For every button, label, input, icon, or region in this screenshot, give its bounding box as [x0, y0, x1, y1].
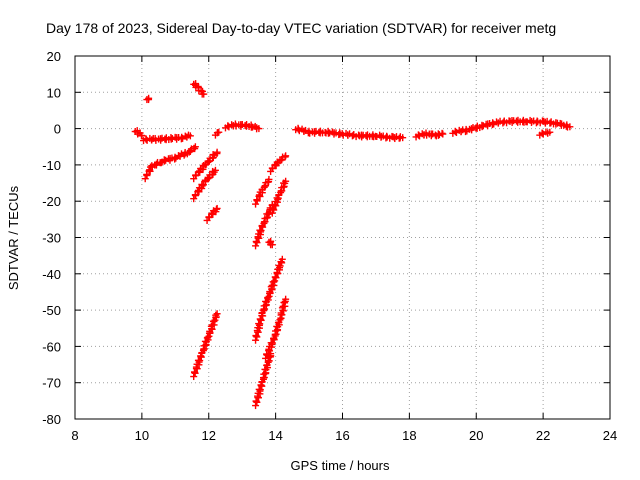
data-point [204, 175, 212, 183]
data-point [209, 317, 217, 325]
data-series-segment [412, 129, 447, 141]
data-point [196, 357, 204, 365]
data-series-segment [131, 127, 146, 140]
data-point [200, 90, 208, 98]
data-series-segment [268, 177, 290, 217]
x-tick-label: 20 [469, 428, 483, 443]
chart-title: Day 178 of 2023, Sidereal Day-to-day VTE… [46, 20, 556, 36]
data-point [264, 210, 272, 218]
data-point [252, 200, 260, 208]
x-tick-label: 24 [603, 428, 617, 443]
data-point [241, 122, 249, 130]
data-series-segment [449, 116, 574, 137]
data-series-segment [203, 204, 221, 224]
y-tick-label: -10 [42, 158, 61, 173]
data-point [257, 226, 265, 234]
x-axis-label: GPS time / hours [291, 458, 390, 473]
y-tick-label: -60 [42, 339, 61, 354]
data-points [131, 80, 574, 410]
data-point [434, 131, 442, 139]
y-tick-label: 10 [47, 85, 61, 100]
x-tick-label: 18 [402, 428, 416, 443]
data-series-segment [221, 120, 263, 133]
data-point [268, 241, 276, 249]
data-point [478, 123, 486, 131]
data-point [204, 158, 212, 166]
data-point [399, 134, 407, 142]
x-tick-label: 22 [536, 428, 550, 443]
y-tick-label: -70 [42, 376, 61, 391]
data-point [280, 298, 288, 306]
data-point [261, 182, 269, 190]
data-point [213, 204, 221, 212]
y-axis-label: SDTVAR / TECUs [6, 185, 21, 290]
data-series-segment [211, 128, 223, 139]
y-tick-label: 20 [47, 49, 61, 64]
y-tick-label: -20 [42, 194, 61, 209]
data-point [566, 123, 574, 131]
data-point [160, 157, 168, 165]
x-tick-label: 16 [335, 428, 349, 443]
data-series-segment [252, 255, 286, 344]
data-point [439, 130, 447, 138]
data-point [211, 166, 219, 174]
x-tick-label: 10 [135, 428, 149, 443]
data-point [190, 373, 198, 381]
axis-ticks: 8 10 12 14 16 18 20 22 24 20 10 0 -10 -20 -30 -40 -50 -60… [42, 49, 617, 443]
data-point [171, 153, 179, 161]
y-tick-label: 0 [54, 122, 61, 137]
x-tick-label: 8 [71, 428, 78, 443]
data-series-segment [190, 148, 221, 183]
data-point [263, 361, 271, 369]
data-point [282, 152, 290, 160]
data-point [282, 177, 290, 185]
y-tick-label: -50 [42, 303, 61, 318]
data-point [186, 132, 194, 140]
data-point [212, 311, 220, 319]
data-series-segment [267, 152, 290, 175]
data-point [546, 128, 554, 136]
data-point [252, 242, 260, 250]
data-point [138, 132, 146, 140]
data-series-segment [252, 350, 275, 410]
data-series-segment [141, 143, 199, 183]
data-point [262, 354, 270, 362]
data-point [278, 255, 286, 263]
data-series-segment [143, 94, 153, 104]
x-tick-label: 12 [202, 428, 216, 443]
data-point [269, 278, 277, 286]
data-series-segment [292, 124, 407, 143]
data-series-segment [265, 237, 276, 249]
data-series-segment [140, 131, 194, 145]
data-point [145, 96, 153, 104]
data-series-segment [252, 175, 273, 208]
data-point [255, 125, 263, 133]
data-series-segment [190, 166, 219, 203]
data-point [197, 87, 205, 95]
data-point [282, 295, 290, 303]
data-series-segment [536, 128, 554, 139]
data-point [205, 157, 213, 165]
data-point [213, 310, 221, 318]
y-tick-label: -30 [42, 231, 61, 246]
gridlines [75, 56, 610, 419]
data-point [268, 209, 276, 217]
data-point [438, 129, 446, 137]
y-tick-label: -40 [42, 267, 61, 282]
data-point [141, 175, 149, 183]
data-point [215, 128, 223, 136]
data-point [191, 143, 199, 151]
x-tick-label: 14 [268, 428, 282, 443]
data-series-segment [190, 310, 221, 381]
data-point [253, 333, 261, 341]
data-series-segment [262, 295, 290, 362]
data-point [213, 148, 221, 156]
data-point [265, 175, 273, 183]
data-series-segment [190, 80, 208, 98]
y-tick-label: -80 [42, 412, 61, 427]
data-point [276, 262, 284, 270]
